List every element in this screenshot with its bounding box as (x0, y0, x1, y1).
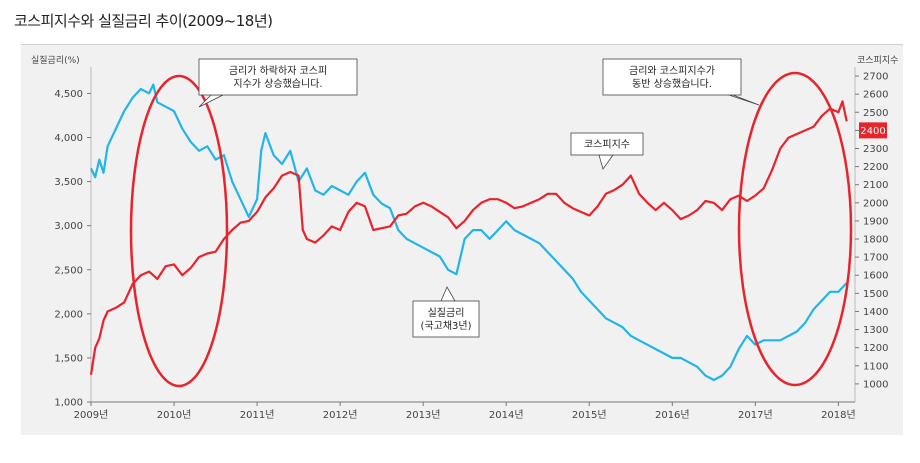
highlight-ellipse-left (129, 74, 229, 388)
right-tick-label: 2400 (860, 126, 885, 137)
left-axis-title: 실질금리(%) (31, 54, 80, 66)
right-tick-label: 2200 (863, 162, 888, 173)
highlight-ellipse-right (737, 71, 853, 387)
x-tick-label: 2013년 (406, 409, 441, 421)
callout-real-rate-text: (국고채3년) (421, 320, 472, 332)
callout-both-rise-box (602, 58, 742, 96)
left-tick-label: 1,000 (54, 398, 83, 409)
left-tick-label: 4,500 (54, 89, 83, 100)
callout-both-rise-text: 금리와 코스피지수가 (629, 65, 715, 77)
callout-real-rate-tail (440, 286, 456, 302)
callout-kospi-tail (598, 154, 614, 170)
right-tick-label: 1700 (863, 253, 888, 264)
right-tick-label: 2500 (863, 108, 888, 119)
right-tick-label: 2000 (863, 198, 888, 209)
right-tick-label: 1500 (863, 289, 888, 300)
x-tick-label: 2011년 (240, 409, 275, 421)
right-tick-label: 2300 (863, 144, 888, 155)
left-tick-label: 1,500 (54, 353, 83, 364)
right-tick-label: 1400 (863, 307, 888, 318)
x-tick-label: 2012년 (323, 409, 358, 421)
right-tick-label: 1200 (863, 343, 888, 354)
right-tick-label: 1000 (863, 379, 888, 390)
left-tick-label: 2,500 (54, 265, 83, 276)
right-tick-label: 2600 (863, 90, 888, 101)
callout-real-rate-box (412, 300, 480, 338)
callout-kospi-box (570, 132, 644, 156)
x-tick-label: 2017년 (738, 409, 773, 421)
chart-panel: 2009년 2010년 2011년 2012년 2013년 2014년 2015년 2016년… (21, 44, 903, 435)
callout-rate-fall-text: 지수가 상승했습니다. (233, 77, 322, 90)
x-tick-label: 2010년 (157, 409, 192, 421)
right-tick-label: 2100 (863, 180, 888, 191)
highlight-tick-badge (859, 122, 887, 139)
callout-both-rise-text: 동반 상승했습니다. (632, 77, 712, 90)
left-tick-label: 3,000 (54, 221, 83, 232)
callout-real-rate-text: 실질금리 (428, 307, 465, 319)
right-tick-label: 2700 (863, 72, 888, 83)
right-tick-label: 1300 (863, 325, 888, 336)
left-tick-label: 4,000 (54, 133, 83, 144)
x-tick-label: 2018년 (821, 409, 856, 421)
callout-rate-fall-box (198, 58, 358, 96)
callout-rate-fall-text: 금리가 하락하자 코스피 (229, 64, 327, 77)
right-axis-title: 코스피지수 (857, 55, 898, 66)
callout-both-rise-tail (728, 94, 760, 106)
right-tick-label: 1600 (863, 271, 888, 282)
right-tick-label: 1900 (863, 216, 888, 227)
x-tick-label: 2009년 (74, 409, 109, 421)
real-rate-line (90, 83, 848, 382)
right-tick-label: 1100 (863, 361, 888, 372)
right-tick-label: 1800 (863, 235, 888, 246)
kospi-line (89, 100, 848, 375)
chart-title: 코스피지수와 실질금리 추이(2009~18년) (14, 12, 273, 30)
x-tick-label: 2015년 (572, 409, 607, 421)
x-tick-label: 2014년 (489, 409, 524, 421)
left-tick-label: 3,500 (54, 177, 83, 188)
x-tick-label: 2016년 (655, 409, 690, 421)
callout-kospi-text: 코스피지수 (584, 139, 630, 151)
line-chart: 2009년 2010년 2011년 2012년 2013년 2014년 2015년 2016년… (31, 54, 898, 421)
left-tick-label: 2,000 (54, 309, 83, 320)
